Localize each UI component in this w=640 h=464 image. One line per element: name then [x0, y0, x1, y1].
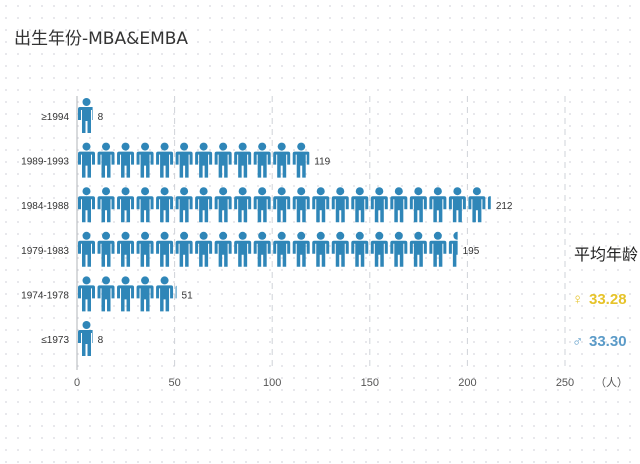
- person-icon: [97, 231, 115, 267]
- person-icon: [390, 187, 408, 223]
- pictogram-bar: [78, 187, 491, 223]
- x-tick-label: 250: [556, 377, 574, 389]
- person-icon: [429, 187, 447, 223]
- person-icon: [370, 187, 388, 223]
- average-age-title: 平均年龄: [574, 245, 638, 264]
- person-icon: [156, 231, 174, 267]
- person-icon: [448, 231, 458, 267]
- value-label: 51: [182, 290, 194, 301]
- female-average-age: 33.28: [589, 291, 627, 308]
- person-icon: [292, 231, 310, 267]
- value-label: 8: [98, 112, 104, 123]
- person-icon: [253, 142, 271, 178]
- category-label: ≥1994: [41, 112, 69, 123]
- person-icon: [487, 196, 491, 210]
- category-label: 1974-1978: [21, 290, 69, 301]
- person-icon: [156, 187, 174, 223]
- value-label: 8: [98, 335, 104, 346]
- category-label: 1984-1988: [21, 201, 69, 212]
- pictogram-bar: [78, 321, 93, 356]
- person-icon: [214, 187, 232, 223]
- person-icon: [175, 231, 193, 267]
- person-icon: [97, 187, 115, 223]
- category-label: 1989-1993: [21, 157, 69, 168]
- x-tick-label: 0: [74, 377, 80, 389]
- person-icon: [351, 231, 369, 267]
- person-icon: [448, 187, 466, 223]
- person-icon: [117, 187, 135, 223]
- person-icon: [175, 285, 177, 299]
- person-icon: [136, 276, 154, 312]
- person-icon: [78, 231, 95, 267]
- person-icon: [409, 231, 427, 267]
- person-icon: [214, 142, 232, 178]
- person-icon: [351, 187, 369, 223]
- average-age-panel: 平均年龄 ♀ 33.28 ♂ 33.30: [572, 245, 638, 350]
- x-tick-label: 150: [361, 377, 379, 389]
- pictogram-bar: [78, 142, 310, 178]
- person-icon: [370, 231, 388, 267]
- person-icon: [117, 231, 135, 267]
- person-icon: [195, 187, 213, 223]
- x-tick-label: 50: [168, 377, 180, 389]
- person-icon: [331, 231, 349, 267]
- value-label: 119: [314, 157, 330, 168]
- person-icon: [234, 187, 252, 223]
- chart-title: 出生年份-MBA&EMBA: [14, 29, 188, 49]
- person-icon: [273, 142, 291, 178]
- x-axis: 0 50 100 150 200 250: [74, 377, 574, 389]
- person-icon: [312, 231, 330, 267]
- pictogram-bar: [78, 98, 93, 133]
- person-icon: [253, 231, 271, 267]
- person-icon: [214, 231, 232, 267]
- person-icon: [273, 231, 291, 267]
- person-icon: [78, 98, 93, 133]
- female-icon: ♀: [572, 291, 583, 308]
- category-label: 1979-1983: [21, 246, 69, 257]
- person-icon: [136, 187, 154, 223]
- person-icon: [78, 187, 95, 223]
- person-icon: [97, 142, 115, 178]
- person-icon: [97, 276, 115, 312]
- person-icon: [253, 187, 271, 223]
- person-icon: [117, 276, 135, 312]
- person-icon: [175, 187, 193, 223]
- x-tick-label: 200: [458, 377, 476, 389]
- person-icon: [78, 321, 93, 356]
- person-icon: [331, 187, 349, 223]
- person-icon: [136, 142, 154, 178]
- x-tick-label: 100: [263, 377, 281, 389]
- male-average-age: 33.30: [589, 333, 627, 350]
- person-icon: [468, 187, 486, 223]
- male-icon: ♂: [572, 333, 583, 350]
- person-icon: [78, 276, 95, 312]
- x-axis-unit: （人）: [595, 376, 628, 389]
- person-icon: [234, 142, 252, 178]
- value-label: 195: [463, 246, 480, 257]
- person-icon: [117, 142, 135, 178]
- person-icon: [156, 276, 174, 312]
- value-label: 212: [496, 201, 513, 212]
- person-icon: [234, 231, 252, 267]
- person-icon: [78, 142, 95, 178]
- person-icon: [273, 187, 291, 223]
- person-icon: [409, 187, 427, 223]
- bar-rows: ≥1994 8 1989-1993 119 1984-1988 212 1979-1983 1…: [21, 98, 513, 356]
- category-label: ≤1973: [41, 335, 69, 346]
- pictogram-bar: [78, 231, 458, 267]
- person-icon: [136, 231, 154, 267]
- pictogram-bar: [78, 276, 177, 312]
- person-icon: [195, 231, 213, 267]
- grid: [76, 96, 566, 370]
- person-icon: [429, 231, 447, 267]
- person-icon: [292, 187, 310, 223]
- person-icon: [312, 187, 330, 223]
- person-icon: [195, 142, 213, 178]
- person-icon: [156, 142, 174, 178]
- person-icon: [292, 142, 310, 178]
- person-icon: [390, 231, 408, 267]
- person-icon: [175, 142, 193, 178]
